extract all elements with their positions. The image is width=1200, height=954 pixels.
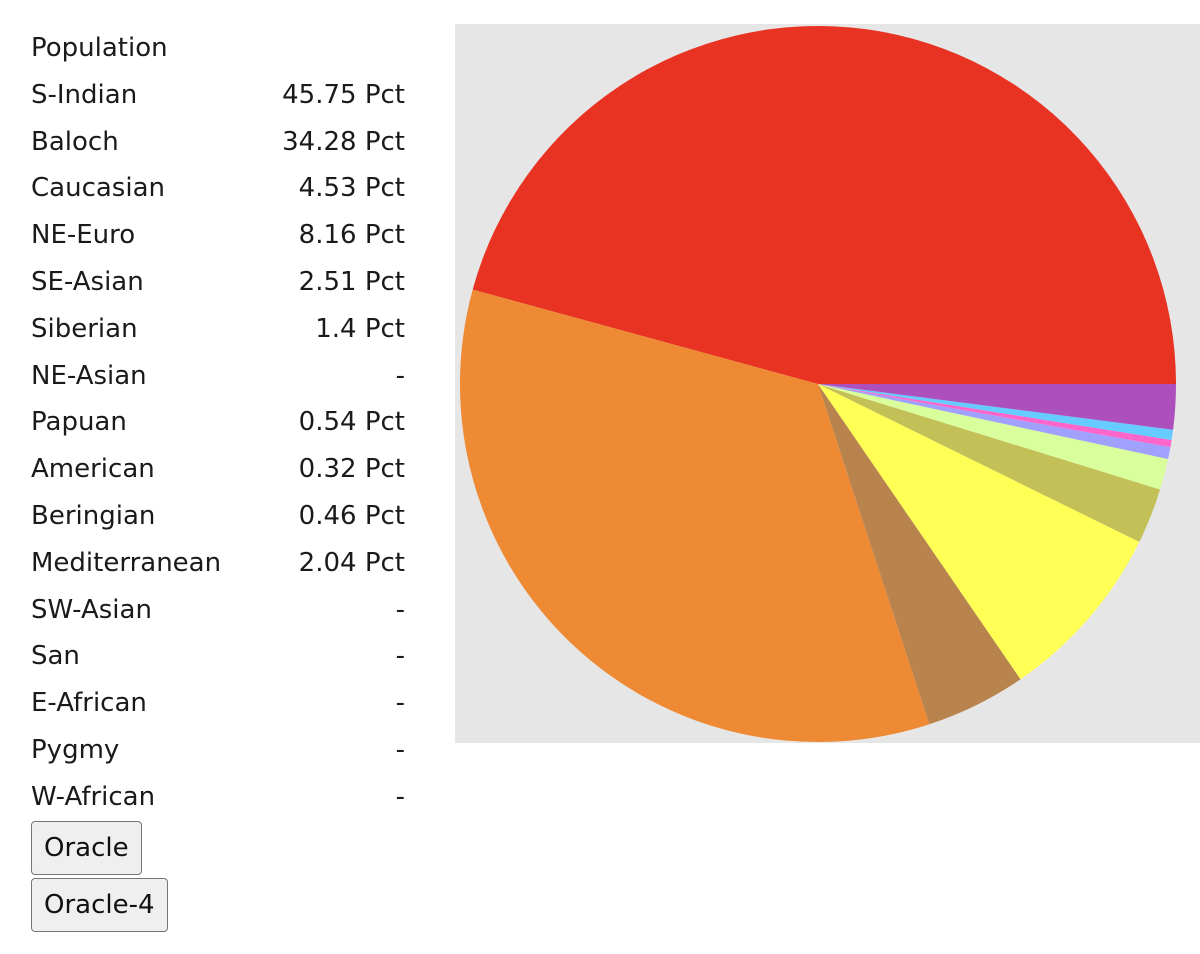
pie-slice-ne-euro: [818, 384, 1140, 680]
population-name: Papuan: [31, 407, 127, 438]
table-row: Siberian 1.4 Pct: [31, 307, 411, 354]
pie-slice-s-indian: [472, 25, 1176, 385]
oracle-button[interactable]: Oracle: [31, 821, 142, 875]
population-value: 0.54 Pct: [298, 407, 405, 438]
table-row: NE-Asian -: [31, 354, 411, 401]
table-header-label: Population: [31, 33, 168, 63]
pie-chart: [455, 24, 1200, 743]
population-value: -: [395, 734, 405, 765]
oracle-4-button[interactable]: Oracle-4: [31, 878, 168, 932]
population-name: W-African: [31, 781, 156, 812]
population-name: NE-Asian: [31, 360, 147, 391]
pie-chart-svg: [459, 25, 1176, 742]
table-row: Baloch 34.28 Pct: [31, 120, 411, 167]
population-name: Pygmy: [31, 734, 120, 765]
population-value: 45.75 Pct: [282, 79, 405, 110]
population-name: San: [31, 641, 80, 672]
table-rows: S-Indian 45.75 Pct Baloch 34.28 Pct Caucasia…: [31, 73, 411, 822]
population-value: 8.16 Pct: [298, 220, 405, 251]
population-value: 1.4 Pct: [315, 313, 405, 344]
pie-slice-beringian: [818, 384, 1174, 441]
table-row: Papuan 0.54 Pct: [31, 400, 411, 447]
population-name: E-African: [31, 688, 147, 719]
table-row: Mediterranean 2.04 Pct: [31, 541, 411, 588]
pie-slice-papuan: [818, 384, 1171, 460]
population-value: 0.32 Pct: [298, 454, 405, 485]
pie-slice-mediterranean: [818, 384, 1176, 430]
population-name: Mediterranean: [31, 547, 222, 578]
table-row: W-African -: [31, 775, 411, 822]
population-name: S-Indian: [31, 79, 138, 110]
population-name: Siberian: [31, 313, 138, 344]
population-name: American: [31, 454, 155, 485]
population-name: NE-Euro: [31, 220, 136, 251]
pie-slice-american: [818, 384, 1172, 448]
population-name: SE-Asian: [31, 266, 144, 297]
table-row: American 0.32 Pct: [31, 447, 411, 494]
table-row: NE-Euro 8.16 Pct: [31, 213, 411, 260]
population-name: Baloch: [31, 126, 119, 157]
population-value: -: [395, 688, 405, 719]
population-value: 2.04 Pct: [298, 547, 405, 578]
pie-slice-se-asian: [818, 384, 1161, 542]
table-row: San -: [31, 634, 411, 681]
table-row: SW-Asian -: [31, 588, 411, 635]
table-row: E-African -: [31, 681, 411, 728]
table-row: S-Indian 45.75 Pct: [31, 73, 411, 120]
table-header: Population: [31, 26, 411, 73]
population-name: Beringian: [31, 500, 156, 531]
table-row: Beringian 0.46 Pct: [31, 494, 411, 541]
table-row: SE-Asian 2.51 Pct: [31, 260, 411, 307]
pie-slice-baloch: [459, 289, 930, 742]
population-value: 0.46 Pct: [298, 500, 405, 531]
pie-slice-caucasian: [818, 384, 1021, 725]
population-value: -: [395, 360, 405, 391]
pie-slice-siberian: [818, 384, 1169, 490]
table-row: Caucasian 4.53 Pct: [31, 166, 411, 213]
population-value: 34.28 Pct: [282, 126, 405, 157]
population-value: 4.53 Pct: [298, 173, 405, 204]
population-name: Caucasian: [31, 173, 165, 204]
population-value: -: [395, 781, 405, 812]
population-value: -: [395, 594, 405, 625]
population-name: SW-Asian: [31, 594, 152, 625]
population-value: -: [395, 641, 405, 672]
table-row: Pygmy -: [31, 728, 411, 775]
population-value: 2.51 Pct: [298, 266, 405, 297]
population-table: Population S-Indian 45.75 Pct Baloch 34.28 …: [31, 26, 411, 822]
